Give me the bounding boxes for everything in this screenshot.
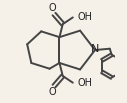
Text: O: O — [48, 3, 56, 13]
Text: OH: OH — [77, 12, 92, 22]
Text: O: O — [48, 87, 56, 97]
Text: OH: OH — [77, 78, 92, 88]
Text: N: N — [91, 44, 100, 54]
